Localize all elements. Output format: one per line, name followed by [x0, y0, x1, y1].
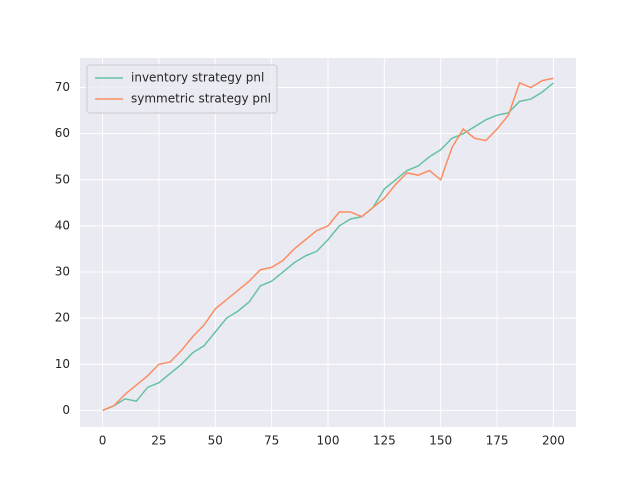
- x-tick-label: 75: [264, 434, 279, 448]
- x-tick-label: 175: [486, 434, 509, 448]
- legend-box: [86, 64, 278, 114]
- y-tick-label: 50: [55, 172, 70, 186]
- y-tick-label: 20: [55, 311, 70, 325]
- series-line: [102, 77, 554, 412]
- y-tick-label: 70: [55, 80, 70, 94]
- y-tick-label: 30: [55, 265, 70, 279]
- legend-label: inventory strategy pnl: [131, 71, 264, 85]
- y-tick-label: 60: [55, 126, 70, 140]
- lines: [102, 77, 554, 412]
- legend-label: symmetric strategy pnl: [131, 92, 271, 106]
- x-tick-label: 150: [429, 434, 452, 448]
- legend: inventory strategy pnl symmetric strategy…: [86, 64, 278, 114]
- x-tick-label: 0: [99, 434, 107, 448]
- y-tick-label: 0: [62, 403, 70, 417]
- series-line: [102, 82, 554, 412]
- y-tick-label: 40: [55, 218, 70, 232]
- x-tick-label: 25: [151, 434, 166, 448]
- y-tick-label: 10: [55, 357, 70, 371]
- x-tick-label: 125: [373, 434, 396, 448]
- x-tick-label: 200: [542, 434, 565, 448]
- x-tick-label: 100: [317, 434, 340, 448]
- x-tick-label: 50: [208, 434, 223, 448]
